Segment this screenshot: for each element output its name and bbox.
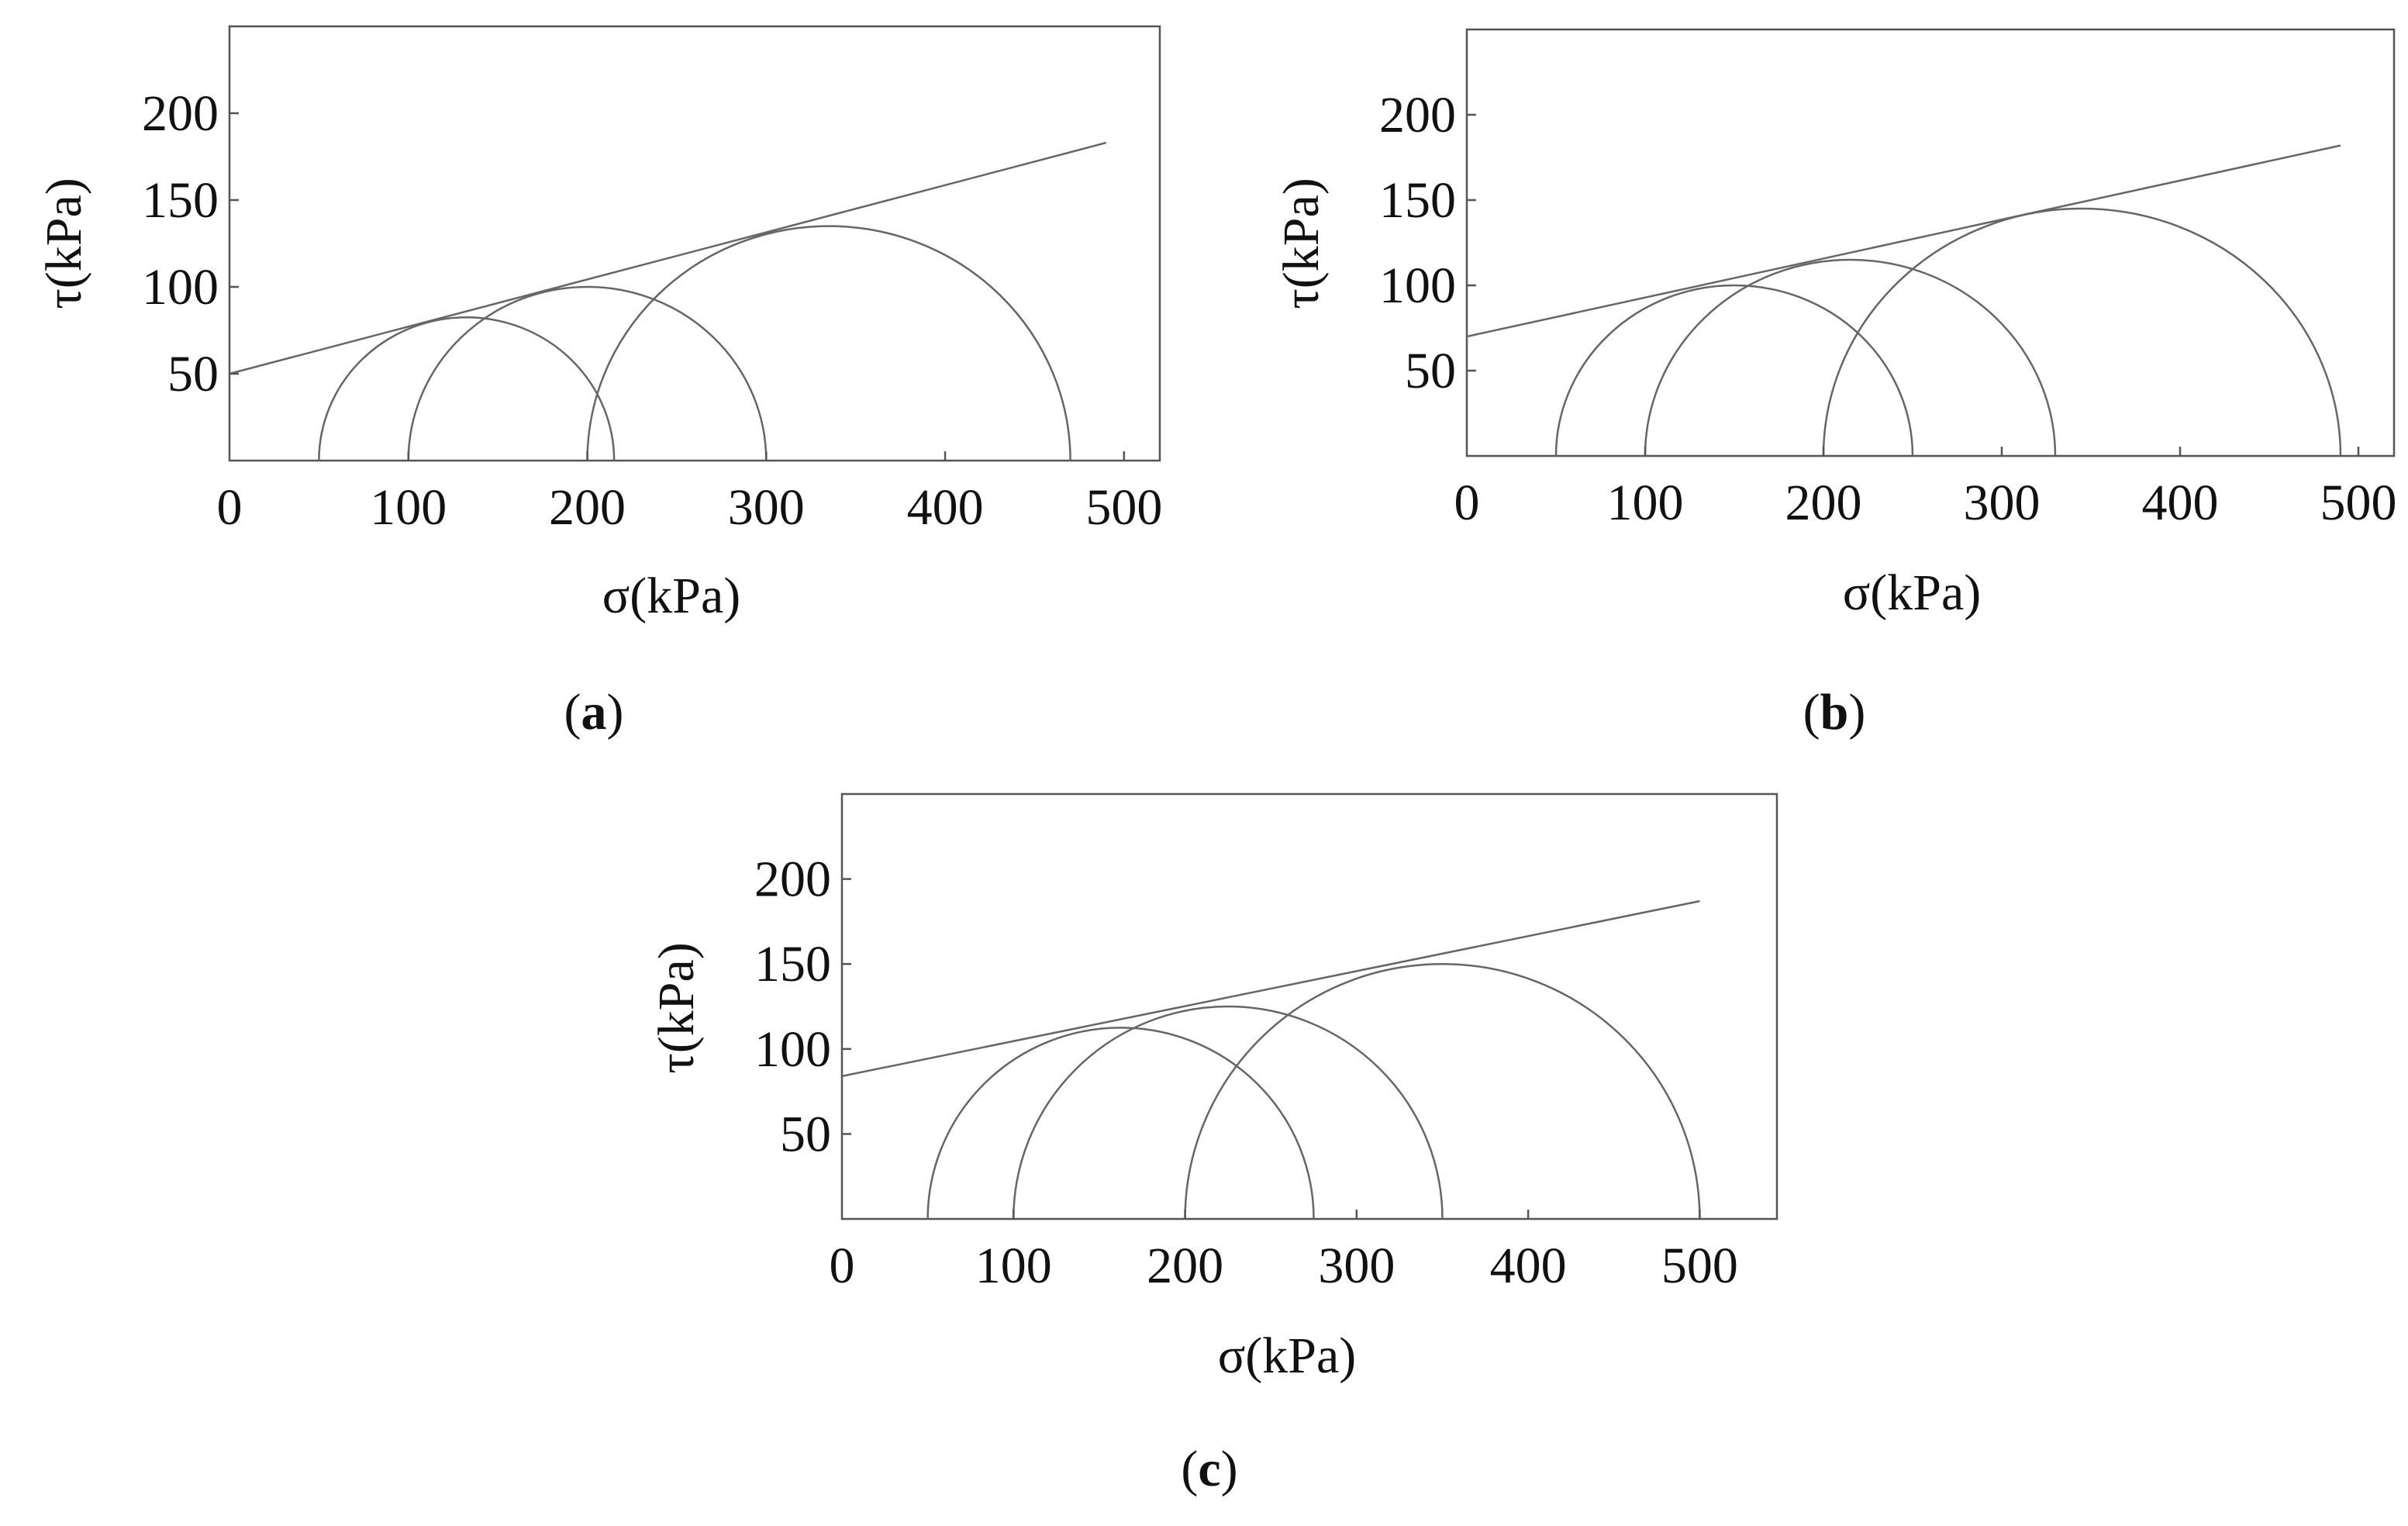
failure-envelope-line xyxy=(841,899,1700,1078)
panel-caption-b: (b) xyxy=(1803,684,1866,741)
y-tick-label: 50 xyxy=(1405,343,1456,399)
y-tick-label: 100 xyxy=(1379,257,1456,314)
y-tick-label: 150 xyxy=(1379,172,1456,229)
mohr-circle-2 xyxy=(1013,1005,1444,1220)
y-tick-label: 100 xyxy=(754,1021,831,1078)
x-tick-label: 400 xyxy=(1490,1238,1567,1294)
mohr-circle-1 xyxy=(1554,284,1914,457)
y-tick-label: 200 xyxy=(754,851,831,908)
x-tick-label: 100 xyxy=(975,1238,1052,1294)
mohr-circle-2 xyxy=(1644,258,2057,457)
y-tick-label: 150 xyxy=(142,172,219,229)
mohr-circle-3 xyxy=(1822,207,2342,457)
axis-ticks: 0 100 200 300 400 500 50 100 150 200 xyxy=(754,851,1738,1294)
y-tick-label: 100 xyxy=(142,259,219,316)
x-tick-label: 300 xyxy=(1964,475,2041,531)
plot-frame xyxy=(840,792,1778,1220)
x-tick-label: 0 xyxy=(217,479,243,536)
x-tick-label: 500 xyxy=(1085,479,1162,536)
x-tick-label: 200 xyxy=(549,479,626,536)
mohr-circle-3 xyxy=(586,225,1071,461)
chart-panel-a: 0 100 200 300 400 500 50 100 150 200 σ(kPa) τ(kPa… xyxy=(36,25,1162,741)
x-tick-label: 0 xyxy=(1454,475,1480,531)
y-tick-label: 150 xyxy=(754,936,831,993)
y-axis-label: τ(kPa) xyxy=(648,942,705,1073)
panel-caption-c: (c) xyxy=(1181,1441,1237,1497)
axis-ticks: 0 100 200 300 400 500 50 100 150 200 xyxy=(142,85,1162,536)
y-axis-label: τ(kPa) xyxy=(1273,178,1330,309)
x-tick-label: 0 xyxy=(830,1238,855,1294)
x-tick-label: 500 xyxy=(2320,475,2397,531)
x-tick-label: 200 xyxy=(1147,1238,1223,1294)
mohr-circle-3 xyxy=(1185,964,1700,1219)
plot-frame xyxy=(228,25,1161,462)
panel-caption-letter: a xyxy=(581,684,607,741)
mohr-circles xyxy=(1466,144,2342,457)
failure-envelope-line xyxy=(229,141,1107,375)
mohr-circle-2 xyxy=(407,285,768,461)
x-axis-label: σ(kPa) xyxy=(1843,564,1982,621)
mohr-circles xyxy=(229,141,1107,461)
y-tick-label: 50 xyxy=(780,1106,831,1162)
x-tick-label: 100 xyxy=(1607,475,1684,531)
x-tick-label: 300 xyxy=(1318,1238,1395,1294)
failure-envelope-line xyxy=(1466,144,2341,338)
y-tick-label: 200 xyxy=(142,85,219,142)
y-tick-label: 200 xyxy=(1379,87,1456,143)
x-tick-label: 200 xyxy=(1785,475,1862,531)
x-tick-label: 500 xyxy=(1661,1238,1738,1294)
mohr-circles xyxy=(841,899,1700,1220)
x-tick-label: 300 xyxy=(728,479,805,536)
y-tick-label: 50 xyxy=(167,346,219,402)
axis-ticks: 0 100 200 300 400 500 50 100 150 200 xyxy=(1379,87,2397,531)
x-axis-label: σ(kPa) xyxy=(1218,1327,1357,1384)
panel-caption-a: (a) xyxy=(564,684,624,741)
x-axis-label: σ(kPa) xyxy=(602,568,741,624)
chart-panel-b: 0 100 200 300 400 500 50 100 150 200 σ(kPa) τ(kPa… xyxy=(1273,28,2397,741)
x-tick-label: 400 xyxy=(2142,475,2219,531)
y-axis-label: τ(kPa) xyxy=(36,178,92,309)
x-tick-label: 400 xyxy=(907,479,984,536)
chart-panel-c: 0 100 200 300 400 500 50 100 150 200 σ(kPa) τ(kPa… xyxy=(648,792,1778,1497)
x-tick-label: 100 xyxy=(370,479,447,536)
panel-caption-letter: c xyxy=(1198,1441,1220,1497)
mohr-circle-1 xyxy=(926,1027,1315,1220)
panel-caption-letter: b xyxy=(1820,684,1849,741)
plot-frame xyxy=(1465,28,2396,457)
